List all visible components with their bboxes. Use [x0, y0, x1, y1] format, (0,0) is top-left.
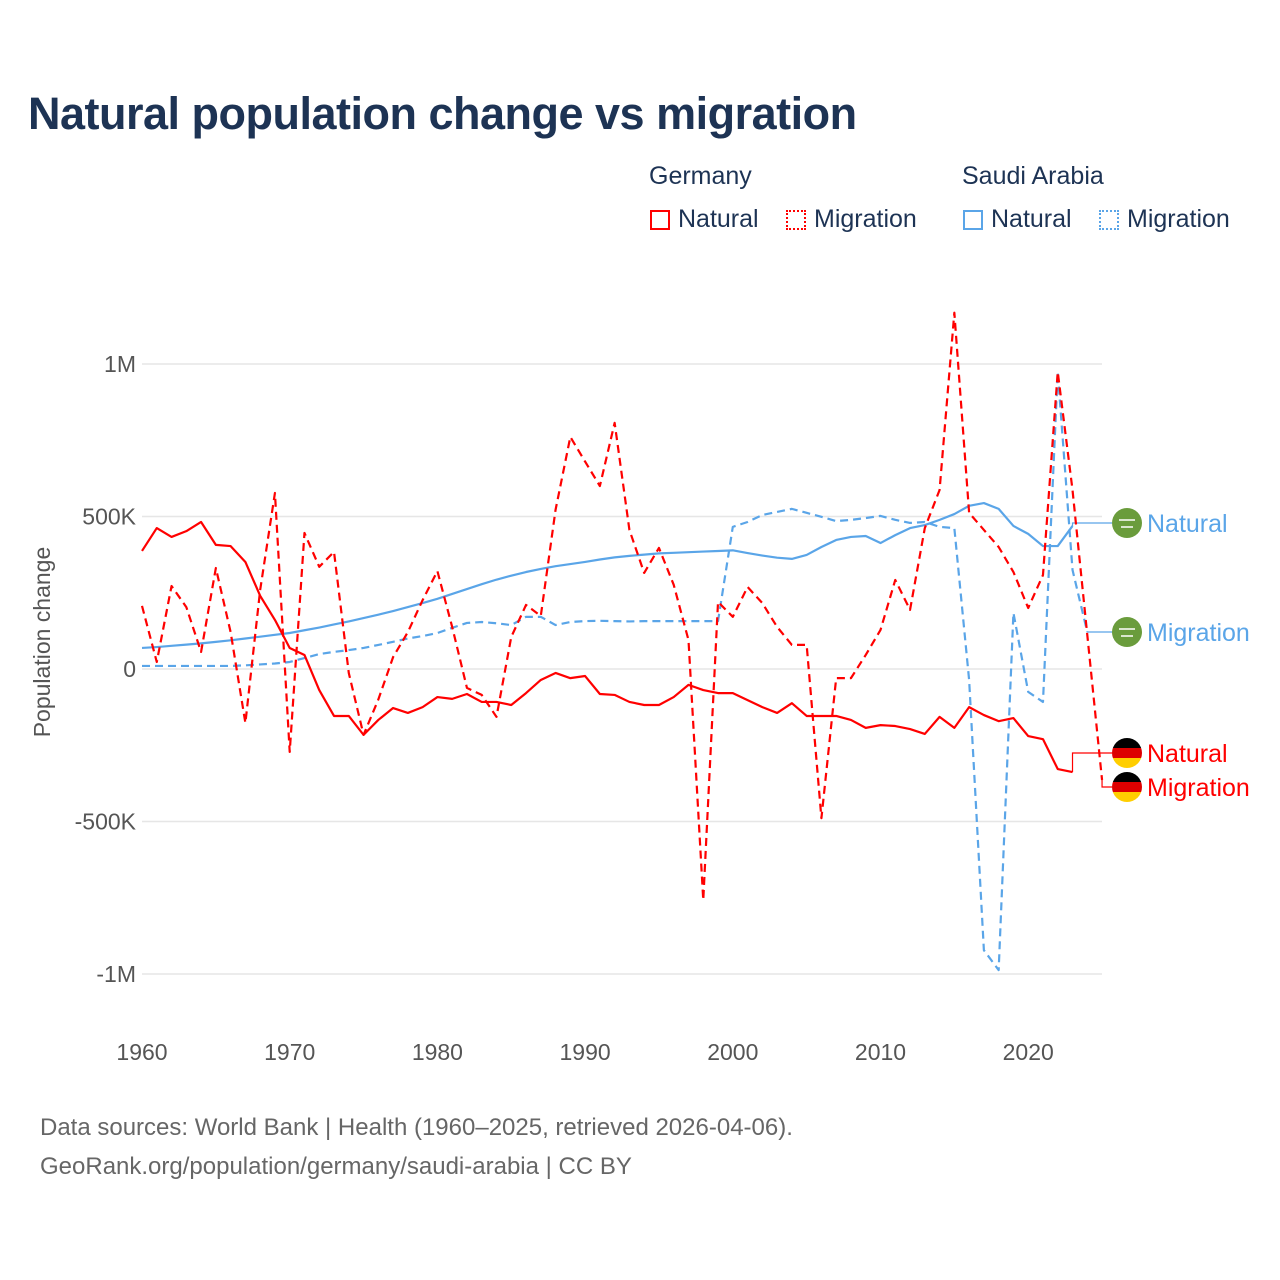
series-end-label: Migration [1147, 774, 1250, 802]
legend-saudi-migration[interactable]: Migration [1099, 205, 1230, 234]
source-line-1: Data sources: World Bank | Health (1960–… [40, 1114, 793, 1141]
series-end-label: Migration [1147, 619, 1250, 647]
germany-flag-icon [1112, 738, 1142, 768]
series-end-label: Natural [1147, 740, 1228, 768]
legend-label: Natural [678, 205, 759, 233]
label-connector [1071, 522, 1112, 526]
label-connector [1101, 780, 1112, 788]
label-connector [1071, 752, 1112, 773]
legend-germany-migration[interactable]: Migration [786, 205, 917, 234]
legend-germany-natural[interactable]: Natural [650, 205, 759, 234]
x-tick-label: 2010 [855, 1039, 906, 1065]
saudi-flag-emblem-icon [1119, 628, 1135, 637]
germany-flag-icon [1112, 772, 1142, 802]
dotted-swatch-icon [786, 209, 806, 230]
y-tick-label: 500K [82, 504, 136, 530]
y-tick-label: -1M [96, 961, 136, 987]
x-tick-label: 1980 [412, 1039, 463, 1065]
series-line-saudi-arabia-natural [141, 501, 1074, 650]
solid-swatch-icon [650, 209, 670, 230]
y-tick-label: -500K [75, 809, 137, 835]
legend-label: Migration [814, 205, 917, 233]
x-tick-label: 1970 [264, 1039, 315, 1065]
x-tick-label: 1990 [560, 1039, 611, 1065]
legend-saudi-natural[interactable]: Natural [963, 205, 1072, 234]
y-tick-label: 1M [104, 351, 136, 377]
x-tick-label: 2000 [707, 1039, 758, 1065]
source-note: Data sources: World Bank | Health (1960–… [40, 1108, 793, 1186]
chart-title: Natural population change vs migration [28, 88, 857, 139]
saudi-flag-icon [1112, 617, 1142, 647]
legend-group-saudi-arabia: Saudi Arabia [962, 162, 1104, 190]
saudi-flag-icon [1112, 508, 1142, 538]
series-end-label: Natural [1147, 510, 1228, 538]
saudi-flag-emblem-icon [1119, 519, 1135, 528]
series-line-saudi-arabia-migration [142, 370, 1089, 972]
dotted-swatch-icon [1099, 209, 1119, 230]
plot-area: 1M 500K 0 -500K -1M 1960 1970 1980 1990 2000 2010 2… [29, 311, 1250, 1065]
legend-group-germany: Germany [649, 162, 752, 190]
solid-swatch-icon [963, 209, 983, 230]
y-axis-label: Population change [29, 547, 55, 738]
y-tick-label: 0 [123, 656, 136, 682]
legend-label: Natural [991, 205, 1072, 233]
series-line-germany-migration [140, 311, 1104, 902]
source-line-2[interactable]: GeoRank.org/population/germany/saudi-ara… [40, 1153, 632, 1180]
x-tick-label: 1960 [116, 1039, 167, 1065]
x-tick-label: 2020 [1003, 1039, 1054, 1065]
legend-label: Migration [1127, 205, 1230, 233]
